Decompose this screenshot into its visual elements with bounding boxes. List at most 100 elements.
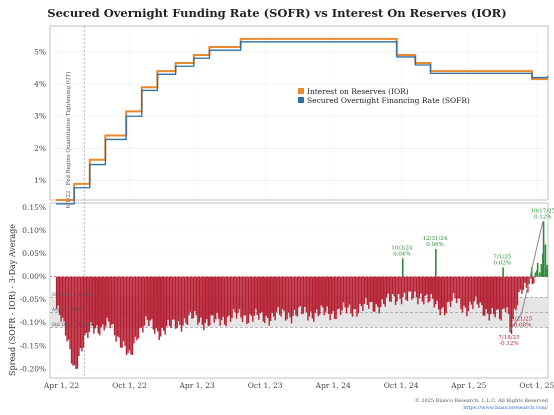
spread-bar <box>105 276 107 327</box>
bottom-y-tick-label: 0.10% <box>22 226 46 235</box>
spread-spike <box>542 221 545 277</box>
spread-bar <box>240 276 242 318</box>
footer-copyright: © 2025 Bianco Research, L.L.C. All Right… <box>415 397 549 404</box>
spread-bar <box>219 276 221 326</box>
spread-bar <box>414 276 416 292</box>
spread-bar <box>238 276 241 310</box>
spread-bar <box>209 276 211 326</box>
spread-bar <box>371 276 373 302</box>
spread-bar <box>509 276 511 333</box>
spread-bar <box>387 276 389 294</box>
spread-bar <box>385 276 388 298</box>
spread-bar <box>518 276 520 293</box>
spread-bar <box>258 276 260 320</box>
bottom-panel-frame <box>49 202 549 379</box>
spread-bar <box>492 276 495 315</box>
spread-bar <box>540 264 542 277</box>
spread-bar <box>107 276 110 322</box>
spread-bar <box>432 276 434 299</box>
spread-bar <box>186 276 189 325</box>
spread-bar <box>325 276 327 312</box>
spread-bar <box>449 276 452 307</box>
spread-bar <box>203 276 205 331</box>
legend-label-sofr: Secured Overnight Financing Rate (SOFR) <box>307 96 470 105</box>
spread-bar <box>501 276 504 310</box>
spread-bar <box>476 276 479 305</box>
stat-label: Std Dev. = -0.05% <box>52 292 94 298</box>
spread-bar <box>252 276 254 322</box>
annotations: Std Dev. = -0.05% Avg. = -0.08% Std Dev. =… <box>51 208 554 347</box>
spread-bar <box>339 276 342 316</box>
spread-bar <box>426 276 428 295</box>
spread-bar <box>460 276 462 310</box>
spread-bar <box>427 276 429 303</box>
spread-bar <box>179 276 181 326</box>
spread-bar <box>207 276 209 327</box>
spread-bar <box>91 276 94 326</box>
spread-bar <box>255 276 257 309</box>
spread-bar <box>200 276 202 318</box>
legend-swatch-ior <box>298 88 304 94</box>
spread-bar <box>60 276 62 322</box>
spread-bar <box>503 276 505 309</box>
spread-bar <box>250 276 253 316</box>
spread-bar <box>354 276 357 310</box>
spread-bar <box>85 276 88 334</box>
spread-bar <box>506 276 508 308</box>
spread-bar <box>513 276 516 309</box>
annotation-value: 0.06% <box>426 242 443 248</box>
spread-bar <box>451 276 453 301</box>
spread-bar <box>267 276 269 319</box>
spread-bar <box>400 276 403 305</box>
spread-bar <box>469 276 471 302</box>
spread-bar <box>433 276 435 308</box>
spread-bar <box>479 276 482 303</box>
series-line-ior <box>55 37 548 201</box>
spread-bar <box>362 276 364 311</box>
spread-bar <box>64 276 67 336</box>
spread-bar <box>440 276 443 309</box>
spread-bar <box>338 276 340 309</box>
spread-bar <box>183 276 186 319</box>
spread-spike <box>530 267 533 277</box>
spread-bar <box>478 276 480 308</box>
spread-bar <box>498 276 501 320</box>
spread-bar <box>311 276 314 319</box>
spread-bar <box>201 276 204 325</box>
spread-bar <box>345 276 348 314</box>
spread-bar <box>134 276 137 337</box>
spread-bar <box>536 270 538 277</box>
chart-title: Secured Overnight Funding Rate (SOFR) vs… <box>47 6 507 20</box>
spread-bar <box>494 276 496 318</box>
spread-bar <box>229 276 232 322</box>
spread-bar <box>443 276 446 316</box>
spread-bar <box>423 276 425 305</box>
spread-bar <box>491 276 493 308</box>
spread-bar <box>524 276 526 283</box>
spread-bar <box>127 276 129 353</box>
footer-link[interactable]: https://www.biancoresearch.com/ <box>463 405 548 411</box>
stat-label: Avg. = -0.08% <box>51 307 85 313</box>
spread-bar <box>94 276 96 329</box>
spread-bar <box>287 276 290 313</box>
x-tick-label: Oct 1, 24 <box>384 381 419 390</box>
spread-bar <box>442 276 444 308</box>
spread-bar <box>298 276 300 308</box>
spread-bar <box>455 276 458 304</box>
spread-bar <box>359 276 361 304</box>
spread-bar <box>377 276 379 307</box>
spread-bar <box>472 276 474 309</box>
spread-bar <box>58 276 61 315</box>
spread-bar <box>88 276 91 332</box>
spread-bar <box>408 276 410 292</box>
spread-bar <box>372 276 374 312</box>
spread-bar <box>72 276 74 366</box>
spread-bar <box>356 276 358 317</box>
spread-bar <box>530 276 532 279</box>
spread-bar <box>394 276 397 305</box>
spread-bar <box>274 276 276 321</box>
spread-bar <box>128 276 131 351</box>
spread-bar <box>293 276 296 310</box>
spread-bar <box>378 276 380 314</box>
